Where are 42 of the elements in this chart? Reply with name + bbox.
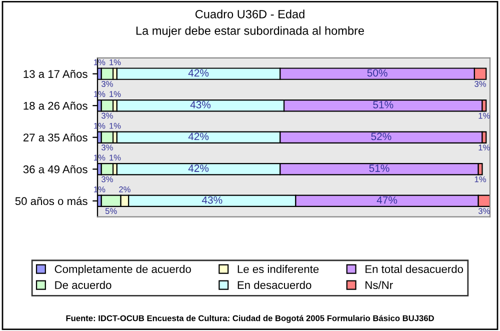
data-label: 5% [105, 208, 117, 214]
data-label: 1% [110, 59, 121, 66]
data-label: 51% [373, 101, 394, 108]
data-label: 43% [190, 101, 211, 108]
chart-subtitle: La mujer debe estar subordinada al hombre [136, 26, 364, 38]
source-note: Fuente: IDCT-OCUB Encuesta de Cultura: Ciudad de Bogotá 2005 Formulario Básico BUJ36D [66, 314, 434, 323]
data-label: 50% [367, 69, 388, 77]
data-label: 52% [371, 132, 392, 140]
data-label: 1% [110, 91, 121, 97]
chart-title: Cuadro U36D - Edad [195, 10, 304, 18]
data-label: 2% [119, 186, 130, 192]
legend-label: De acuerdo [55, 280, 112, 290]
data-label: 43% [202, 196, 222, 204]
legend-label: En total desacuerdo [366, 264, 464, 274]
data-label: 3% [102, 144, 113, 150]
data-label: 47% [376, 196, 398, 204]
data-label: 42% [188, 164, 209, 172]
y-tick-label: 50 años o más [15, 196, 88, 206]
data-label: 3% [478, 208, 490, 214]
data-label: 1% [110, 122, 121, 129]
data-label: 3% [102, 112, 113, 119]
y-tick-label: 13 a 17 Años [24, 70, 88, 78]
data-label: 42% [188, 132, 209, 140]
data-label: 1% [478, 144, 490, 150]
data-label: 1% [474, 176, 486, 182]
data-label: 3% [474, 80, 486, 87]
bar [100, 68, 114, 80]
bar [100, 131, 114, 144]
legend-label: Le es indiferente [238, 264, 319, 274]
legend-label: Ns/Nr [366, 280, 393, 290]
y-tick-label: 18 a 26 Años [24, 102, 88, 110]
data-label: 3% [102, 80, 113, 87]
legend-label: En desacuerdo [238, 280, 312, 290]
data-label: 42% [188, 69, 209, 77]
legend-label: Completamente de acuerdo [54, 264, 191, 276]
data-label: 1% [110, 154, 121, 161]
data-label: 1% [478, 112, 490, 119]
data-label: 3% [102, 176, 113, 182]
data-label: 51% [369, 164, 390, 172]
bar [100, 163, 114, 176]
y-tick-label: 27 a 35 Años [23, 133, 88, 142]
y-tick-label: 36 a 49 Años [23, 165, 88, 174]
